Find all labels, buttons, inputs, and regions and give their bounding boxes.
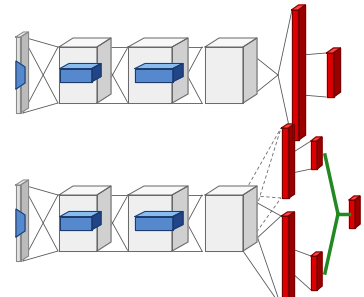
Polygon shape	[333, 48, 340, 97]
Polygon shape	[205, 47, 243, 103]
Polygon shape	[59, 195, 97, 251]
Polygon shape	[311, 137, 322, 141]
Polygon shape	[205, 38, 257, 47]
Polygon shape	[317, 252, 322, 290]
Polygon shape	[317, 137, 322, 169]
Polygon shape	[20, 32, 28, 113]
Polygon shape	[289, 212, 294, 297]
Polygon shape	[355, 196, 360, 228]
Polygon shape	[60, 69, 92, 81]
Polygon shape	[16, 209, 25, 237]
Polygon shape	[281, 124, 294, 128]
Polygon shape	[173, 64, 183, 81]
Polygon shape	[16, 180, 28, 185]
Polygon shape	[311, 256, 317, 290]
Polygon shape	[128, 195, 172, 251]
Polygon shape	[128, 47, 172, 103]
Polygon shape	[135, 64, 183, 69]
Polygon shape	[59, 186, 111, 195]
Polygon shape	[128, 38, 188, 47]
Polygon shape	[311, 141, 317, 169]
Polygon shape	[16, 32, 28, 37]
Polygon shape	[16, 185, 20, 261]
Polygon shape	[205, 186, 257, 195]
Polygon shape	[60, 211, 101, 217]
Polygon shape	[60, 64, 101, 69]
Polygon shape	[97, 186, 111, 251]
Polygon shape	[205, 195, 243, 251]
Polygon shape	[292, 10, 298, 140]
Polygon shape	[281, 212, 294, 216]
Polygon shape	[327, 53, 333, 97]
Polygon shape	[292, 5, 305, 10]
Polygon shape	[281, 128, 289, 198]
Polygon shape	[60, 217, 92, 230]
Polygon shape	[128, 186, 188, 195]
Polygon shape	[97, 38, 111, 103]
Polygon shape	[349, 200, 355, 228]
Polygon shape	[327, 48, 340, 53]
Polygon shape	[20, 180, 28, 261]
Polygon shape	[172, 38, 188, 103]
Polygon shape	[311, 252, 322, 256]
Polygon shape	[298, 5, 305, 140]
Polygon shape	[173, 211, 183, 230]
Polygon shape	[92, 211, 101, 230]
Polygon shape	[281, 216, 289, 297]
Polygon shape	[16, 37, 20, 113]
Polygon shape	[243, 38, 257, 103]
Polygon shape	[243, 186, 257, 251]
Polygon shape	[16, 61, 25, 89]
Polygon shape	[135, 217, 173, 230]
Polygon shape	[135, 69, 173, 81]
Polygon shape	[135, 211, 183, 217]
Polygon shape	[92, 64, 101, 81]
Polygon shape	[289, 124, 294, 198]
Polygon shape	[349, 196, 360, 200]
Polygon shape	[59, 38, 111, 47]
Polygon shape	[172, 186, 188, 251]
Polygon shape	[59, 47, 97, 103]
